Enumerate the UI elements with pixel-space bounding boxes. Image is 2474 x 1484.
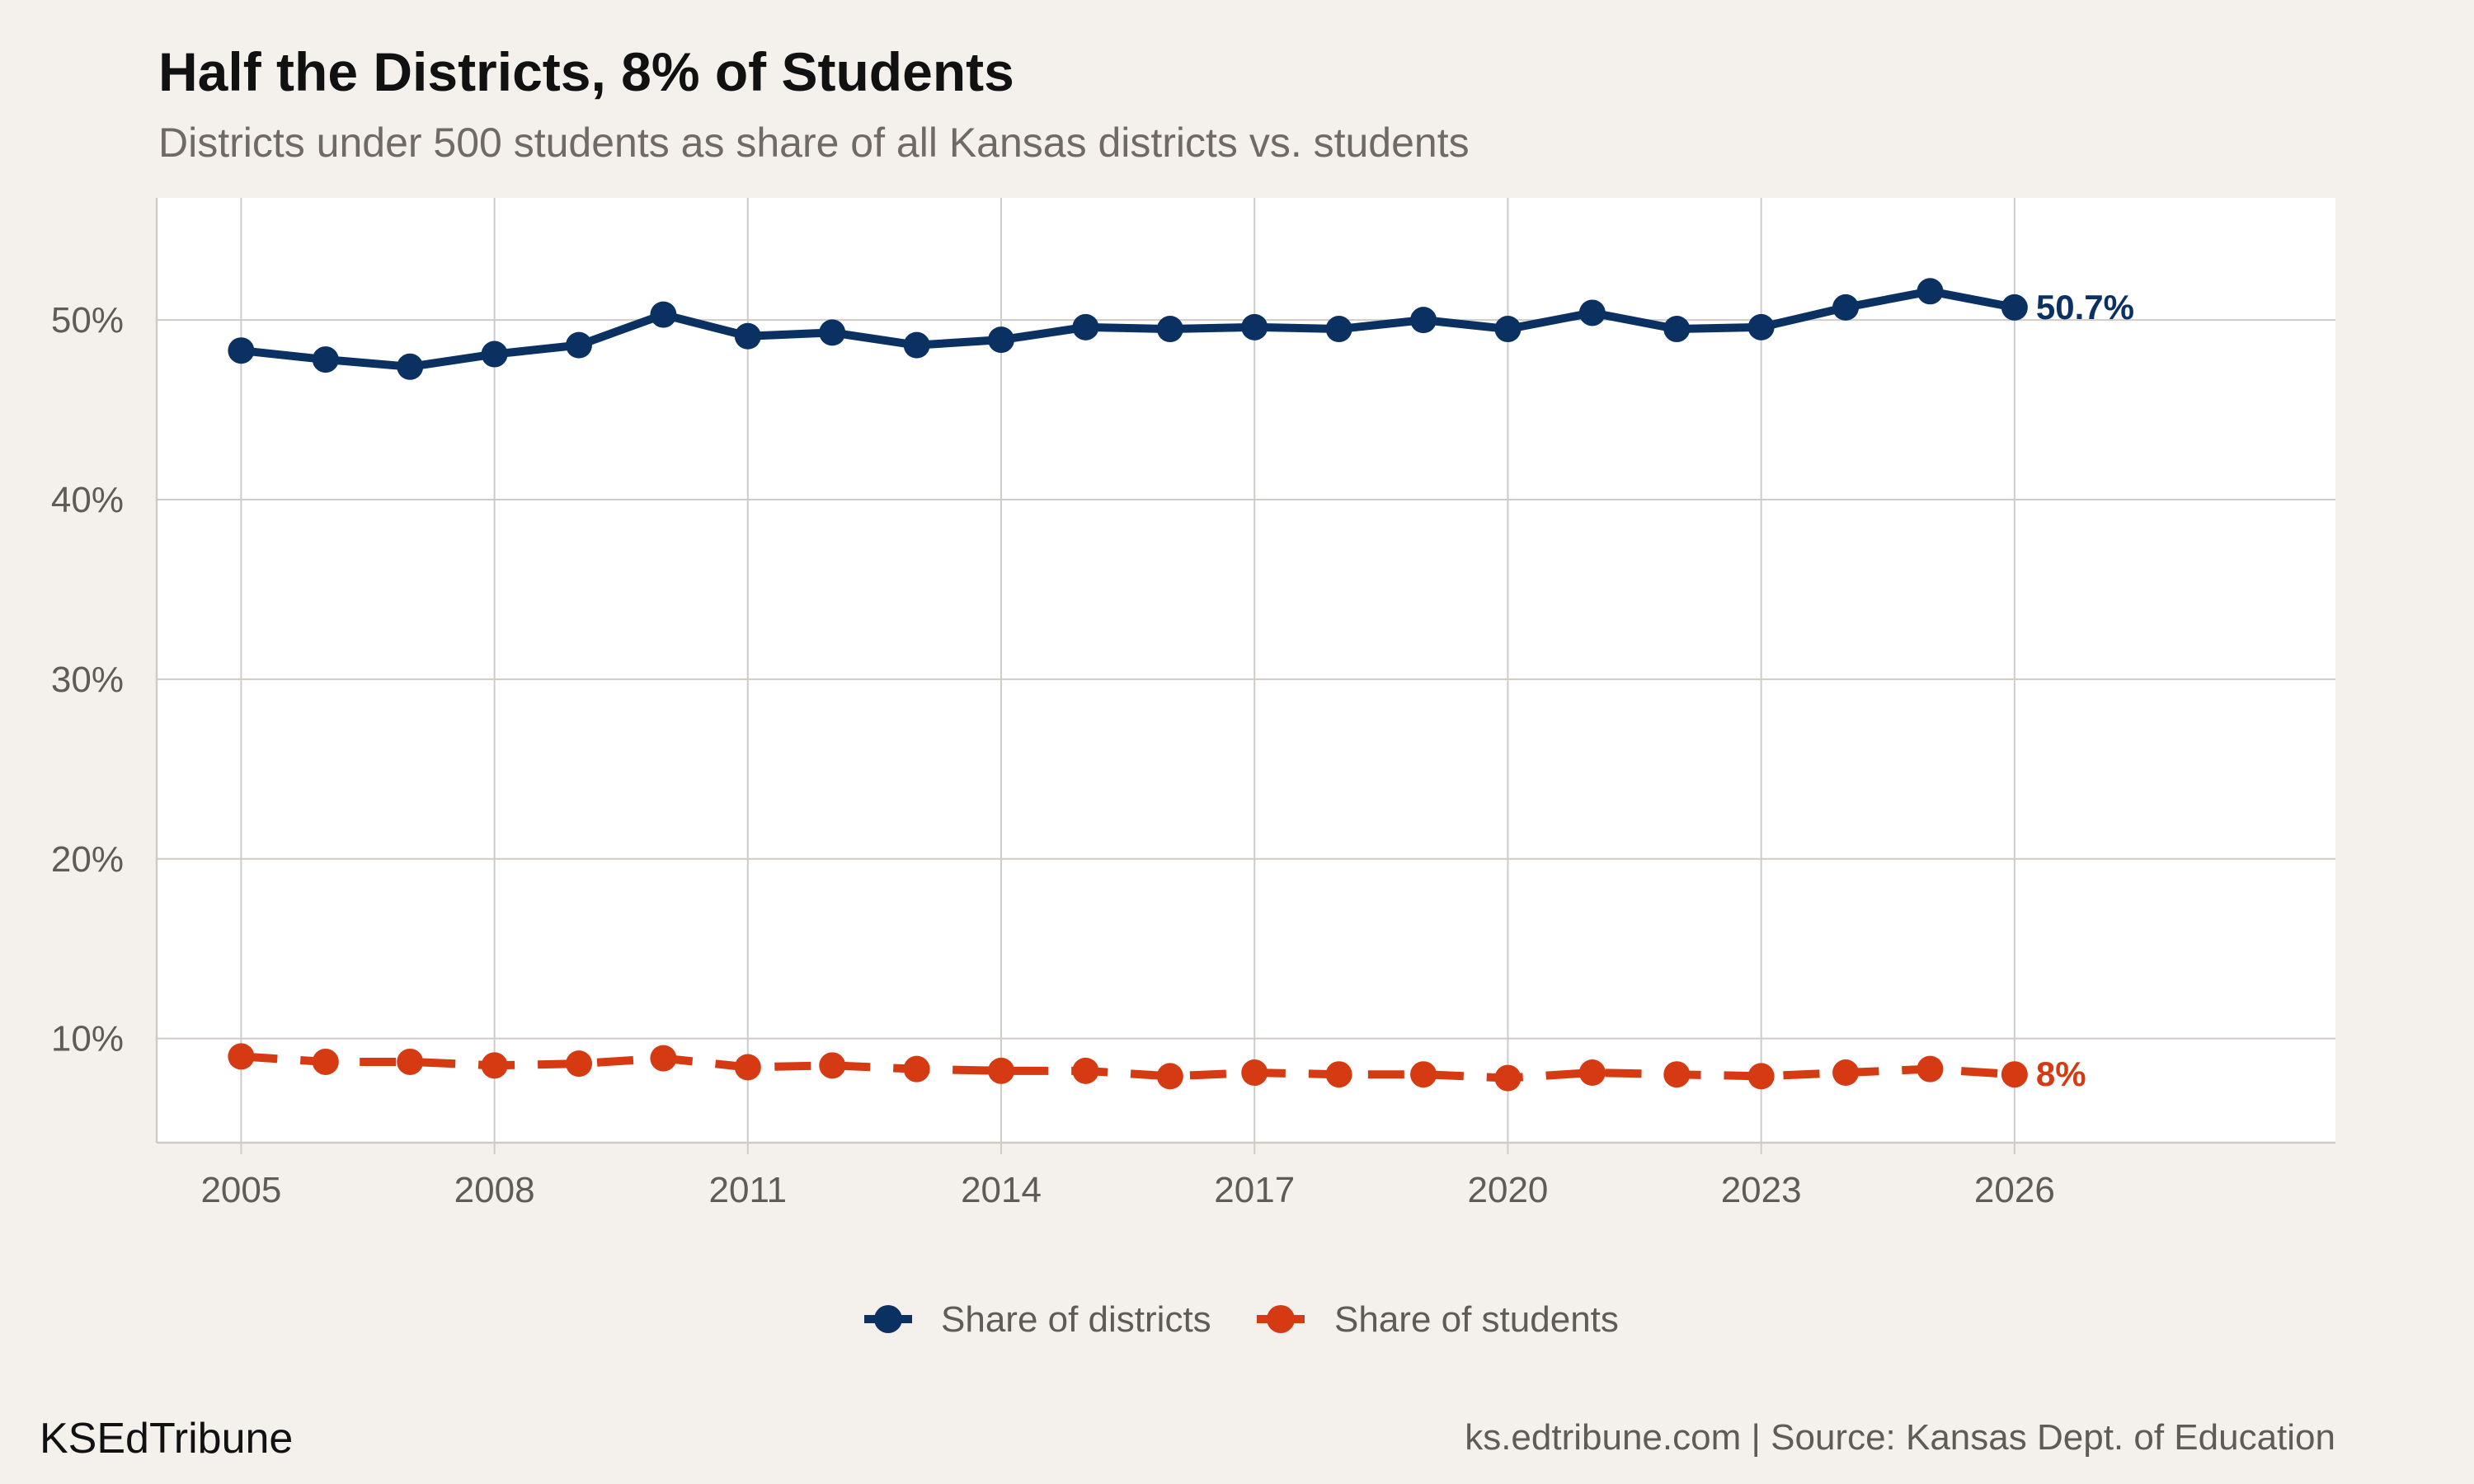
data-point — [1832, 1059, 1860, 1087]
data-point — [1747, 313, 1775, 340]
data-point — [566, 331, 593, 359]
x-tick-label: 2023 — [1721, 1170, 1802, 1210]
data-point — [903, 331, 930, 359]
series-students — [228, 1043, 2028, 1092]
x-tick-label: 2026 — [1974, 1170, 2055, 1210]
x-tick-label: 2005 — [200, 1170, 281, 1210]
data-point — [397, 1048, 424, 1075]
data-point — [566, 1050, 593, 1078]
legend-swatch-point — [874, 1305, 902, 1333]
data-point — [1494, 1064, 1522, 1092]
y-tick-label: 30% — [51, 660, 124, 700]
data-point — [397, 353, 424, 380]
data-point — [734, 322, 761, 350]
data-point — [312, 346, 339, 373]
data-point — [228, 1043, 255, 1070]
data-point — [1325, 1061, 1352, 1088]
tick-labels: 10% 20% 30% 40% 50% 2005 2008 2011 2014 2017 2020 2… — [51, 300, 2055, 1210]
data-point — [1494, 316, 1522, 343]
data-point — [481, 340, 508, 368]
data-point — [1072, 1057, 1099, 1084]
data-point — [2001, 1061, 2028, 1088]
data-point — [1241, 1059, 1268, 1087]
series-districts — [228, 278, 2028, 380]
data-point — [1072, 313, 1099, 340]
series-end-label: 8% — [2036, 1054, 2086, 1093]
grid-lines — [157, 198, 2335, 1143]
data-point — [481, 1052, 508, 1079]
data-point — [1917, 278, 1944, 305]
data-point — [819, 319, 846, 346]
data-point — [1241, 313, 1268, 340]
plot-panel — [157, 198, 2335, 1143]
legend: Share of districts Share of students — [864, 1299, 1619, 1340]
x-tick-label: 2008 — [454, 1170, 535, 1210]
data-point — [1578, 1059, 1606, 1087]
end-labels: 50.7% 8% — [2036, 288, 2134, 1093]
footer-brand: KSEdTribune — [40, 1415, 293, 1463]
data-point — [734, 1054, 761, 1081]
legend-label: Share of districts — [941, 1299, 1211, 1340]
data-point — [988, 1057, 1015, 1084]
data-point — [650, 1045, 677, 1072]
data-point — [819, 1052, 846, 1079]
data-point — [650, 301, 677, 328]
y-tick-label: 40% — [51, 480, 124, 520]
data-point — [2001, 294, 2028, 321]
series-layer — [228, 278, 2028, 1092]
data-point — [1663, 316, 1691, 343]
series-end-label: 50.7% — [2036, 288, 2134, 326]
legend-label: Share of students — [1334, 1299, 1619, 1340]
data-point — [1410, 1061, 1437, 1088]
footer-source: ks.edtribune.com | Source: Kansas Dept. … — [1465, 1417, 2335, 1458]
data-point — [1747, 1063, 1775, 1090]
y-tick-label: 20% — [51, 839, 124, 880]
data-point — [312, 1048, 339, 1075]
y-tick-label: 10% — [51, 1019, 124, 1059]
data-point — [228, 337, 255, 364]
data-point — [1663, 1061, 1691, 1088]
x-tick-label: 2011 — [709, 1170, 788, 1210]
x-tick-label: 2020 — [1468, 1170, 1549, 1210]
data-point — [1156, 316, 1183, 343]
data-point — [1578, 299, 1606, 326]
data-point — [1410, 307, 1437, 334]
legend-swatch-point — [1267, 1305, 1295, 1333]
data-point — [1156, 1063, 1183, 1090]
legend-item: Share of students — [1257, 1299, 1619, 1340]
legend-item: Share of districts — [864, 1299, 1211, 1340]
data-point — [1917, 1055, 1944, 1082]
x-tick-label: 2017 — [1214, 1170, 1295, 1210]
chart-title: Half the Districts, 8% of Students — [158, 41, 1014, 102]
chart-subtitle: Districts under 500 students as share of… — [158, 120, 1470, 166]
y-tick-label: 50% — [51, 300, 124, 340]
data-point — [1325, 316, 1352, 343]
data-point — [988, 326, 1015, 354]
data-point — [1832, 294, 1860, 321]
series-line — [240, 287, 2015, 371]
x-tick-label: 2014 — [961, 1170, 1042, 1210]
axis-lines — [155, 198, 2335, 1154]
data-point — [903, 1055, 930, 1082]
